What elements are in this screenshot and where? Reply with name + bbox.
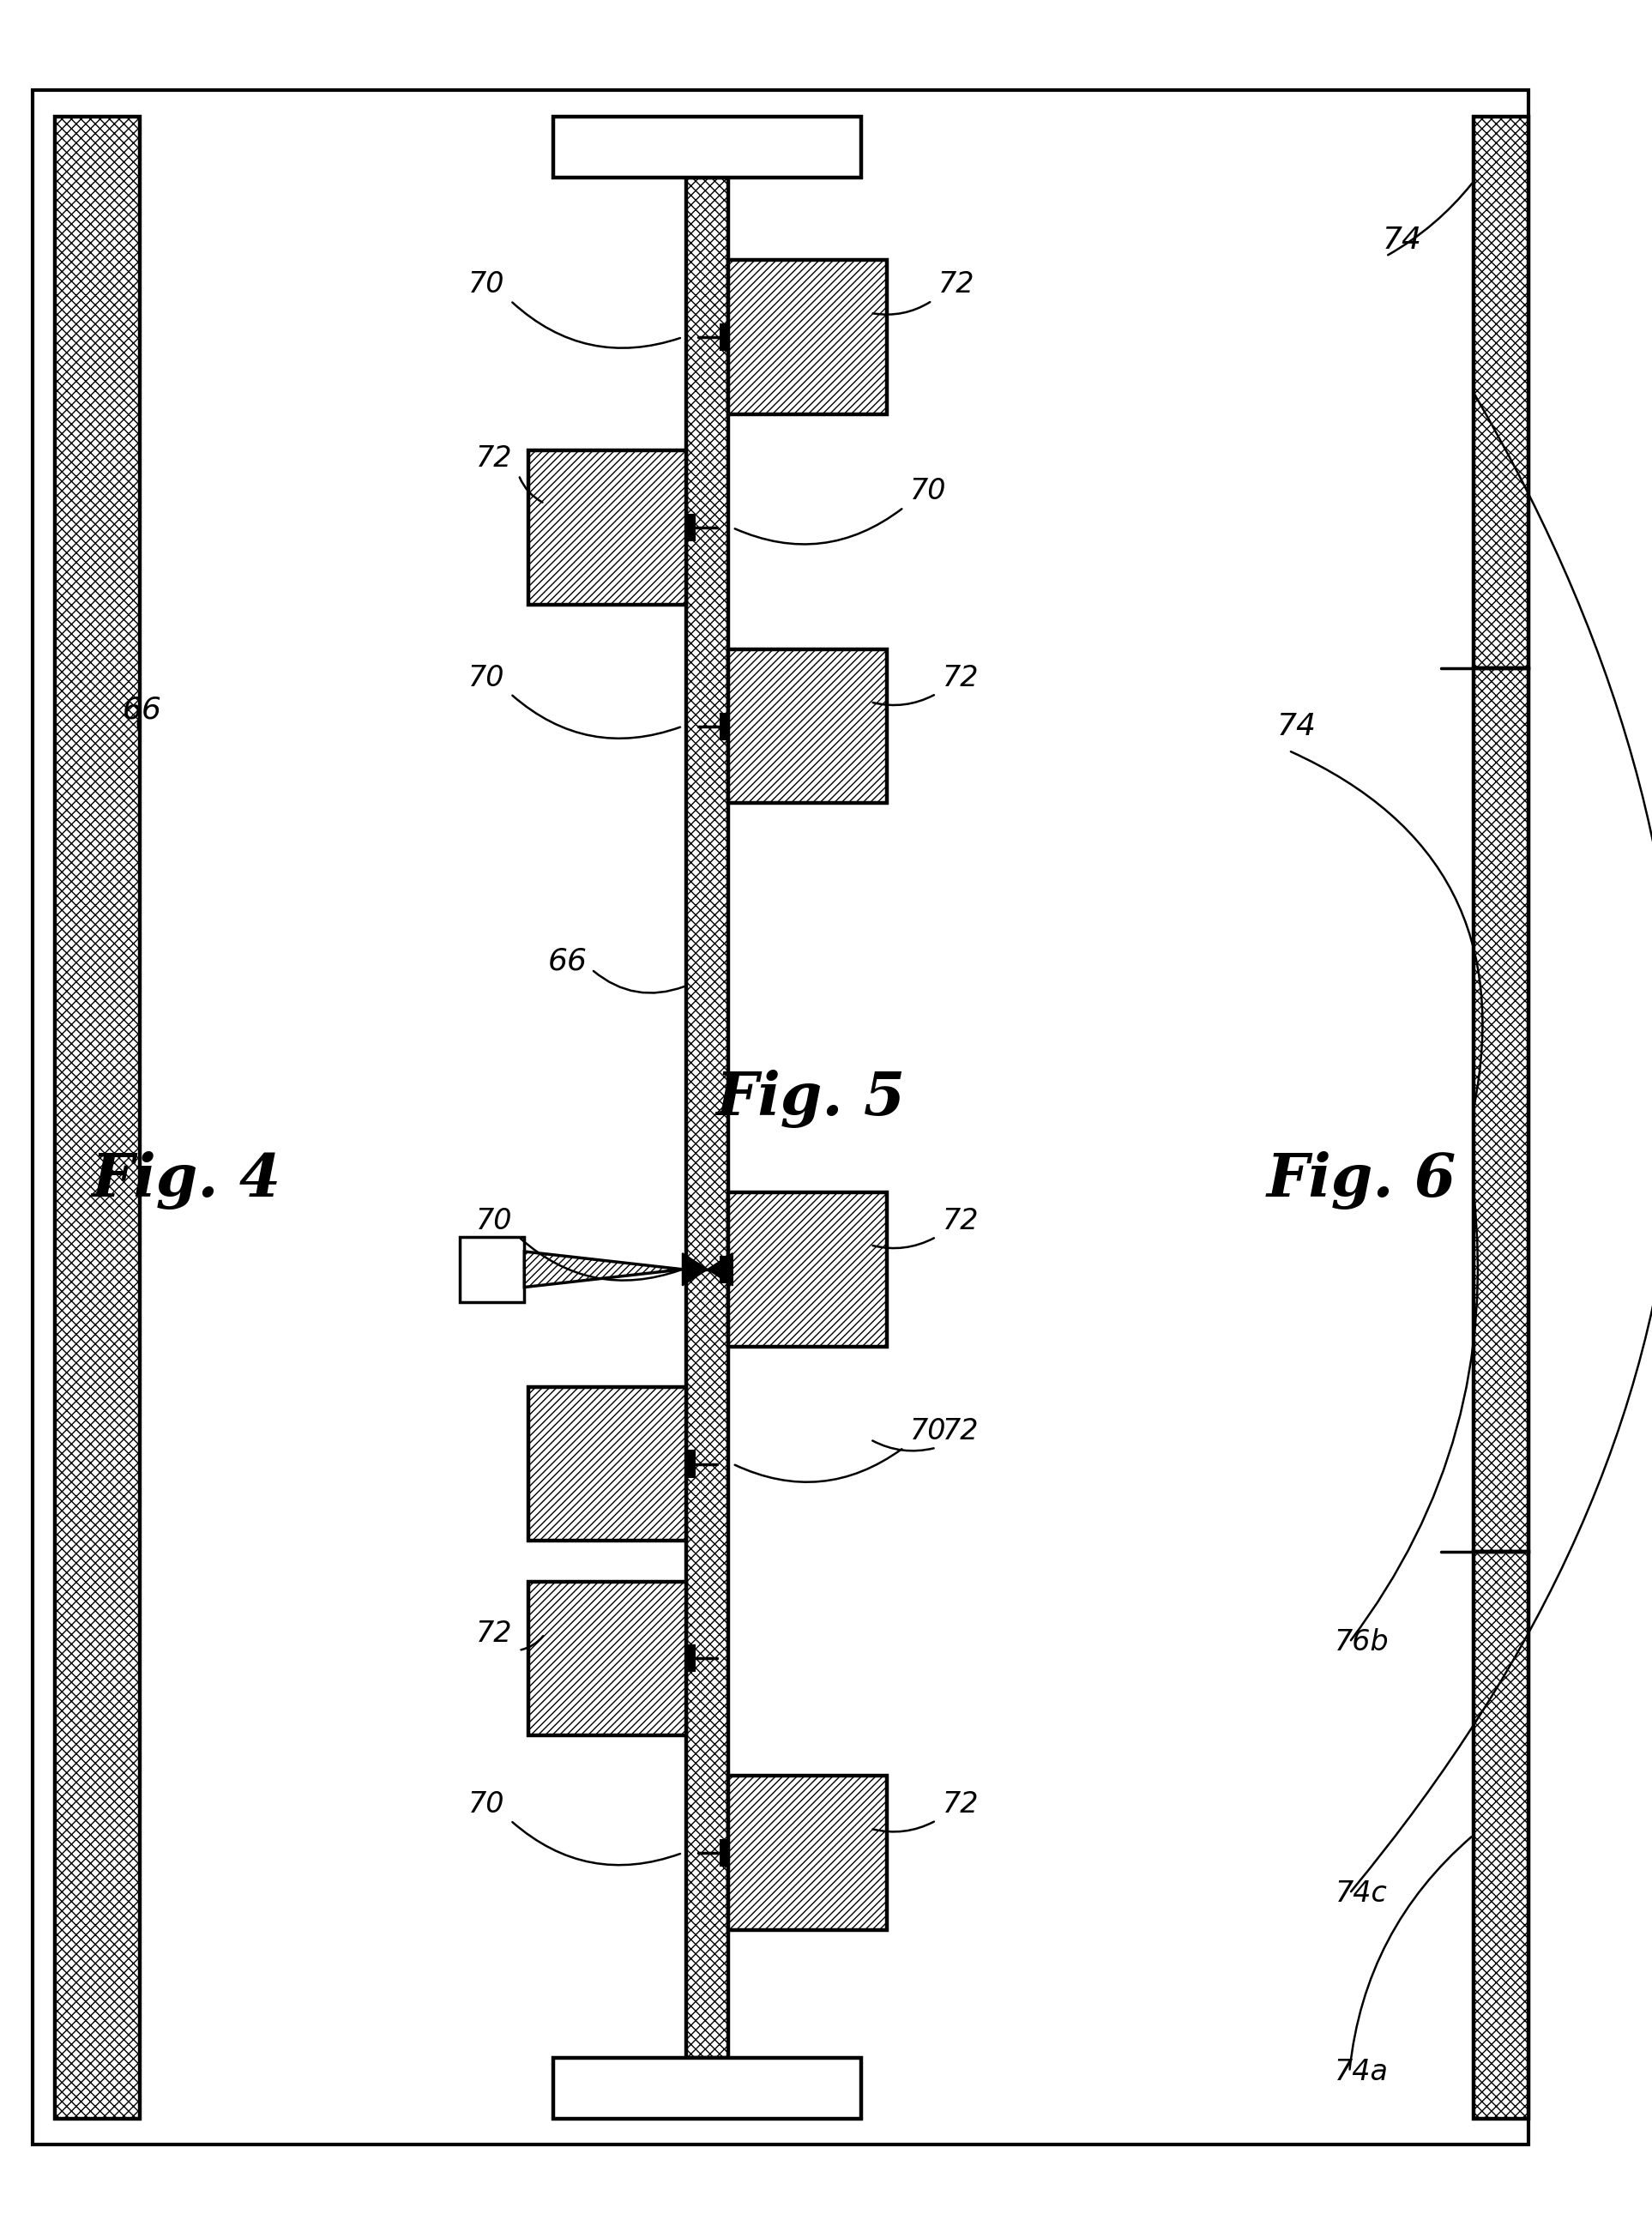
Bar (729, 1777, 887, 1929)
Text: 70: 70 (468, 271, 504, 298)
Text: Fig. 5: Fig. 5 (715, 1070, 905, 1128)
Bar (529, 1388, 687, 1542)
Text: 66: 66 (122, 696, 162, 725)
Bar (55, 116, 140, 2119)
Text: 74: 74 (1277, 712, 1317, 741)
Text: 70: 70 (468, 662, 504, 692)
Text: 70: 70 (910, 477, 947, 506)
Text: 74: 74 (1383, 226, 1422, 255)
Bar (553, 116, 862, 177)
Bar (729, 260, 887, 414)
Text: 72: 72 (942, 1790, 978, 1819)
Polygon shape (524, 1251, 682, 1287)
Text: 72: 72 (942, 662, 978, 692)
Bar (1474, 1551, 1528, 2119)
Bar (687, 1450, 694, 1477)
Bar (729, 1193, 887, 1347)
Bar (459, 1238, 524, 1303)
Bar (720, 714, 729, 739)
Text: 74a: 74a (1335, 2057, 1389, 2086)
Text: 70: 70 (910, 1417, 947, 1446)
Bar (553, 2059, 862, 2119)
Bar (687, 515, 694, 542)
Text: 72: 72 (476, 1620, 512, 1647)
Text: 72: 72 (942, 1206, 978, 1235)
Text: 66: 66 (547, 947, 586, 976)
Bar (720, 1840, 729, 1866)
Text: Fig. 6: Fig. 6 (1267, 1150, 1457, 1209)
Text: 70: 70 (468, 1790, 504, 1819)
Text: 72: 72 (942, 1417, 978, 1446)
Bar (720, 325, 729, 349)
Bar (720, 1256, 729, 1282)
Text: 72: 72 (938, 271, 975, 298)
Text: 70: 70 (476, 1206, 512, 1235)
Bar (1474, 116, 1528, 667)
Bar (529, 1582, 687, 1734)
Bar (687, 177, 729, 2059)
Text: 74c: 74c (1335, 1880, 1388, 1907)
Polygon shape (707, 1253, 732, 1285)
Text: Fig. 4: Fig. 4 (91, 1150, 281, 1209)
Text: 72: 72 (476, 445, 512, 472)
Polygon shape (682, 1253, 707, 1285)
Bar (1474, 667, 1528, 1551)
Bar (729, 649, 887, 803)
Bar (529, 450, 687, 604)
Text: 76b: 76b (1335, 1627, 1389, 1656)
Bar (687, 1645, 694, 1672)
